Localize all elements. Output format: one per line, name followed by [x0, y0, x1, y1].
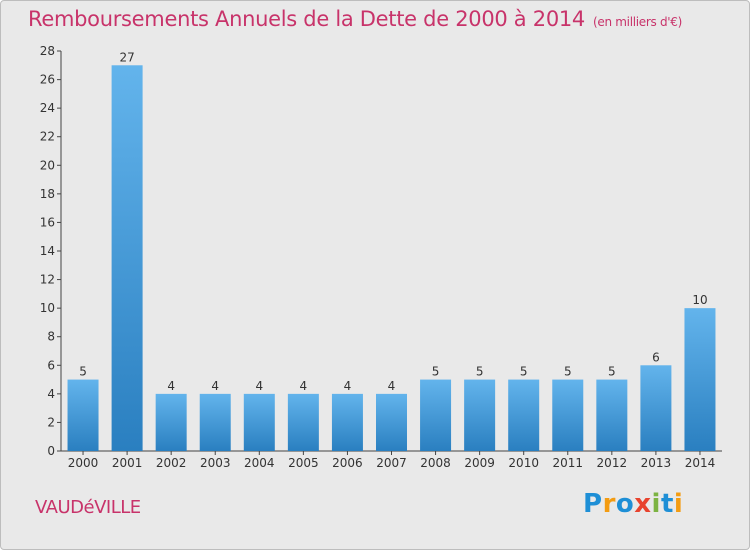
- y-tick-label: 10: [40, 301, 55, 315]
- bar: [376, 393, 407, 451]
- x-tick-label: 2004: [244, 456, 275, 470]
- bar: [243, 393, 275, 451]
- x-tick-label: 2007: [376, 456, 407, 470]
- y-tick-label: 12: [40, 273, 55, 287]
- bar: [684, 308, 716, 451]
- data-label: 4: [167, 379, 175, 393]
- data-label: 5: [79, 365, 87, 379]
- data-label: 4: [255, 379, 263, 393]
- bar: [287, 393, 319, 451]
- x-tick-label: 2005: [288, 456, 319, 470]
- x-tick-label: 2000: [68, 456, 99, 470]
- data-label: 5: [608, 365, 616, 379]
- y-tick-label: 20: [40, 158, 55, 172]
- y-tick-label: 24: [40, 101, 55, 115]
- x-tick-label: 2011: [552, 456, 583, 470]
- logo-letter: t: [660, 489, 674, 519]
- bar: [640, 365, 672, 451]
- y-tick-label: 8: [47, 330, 55, 344]
- x-tick-label: 2009: [464, 456, 495, 470]
- data-label: 5: [476, 365, 484, 379]
- x-tick-label: 2001: [112, 456, 143, 470]
- x-tick-label: 2003: [200, 456, 231, 470]
- chart-title: Remboursements Annuels de la Dette de 20…: [28, 7, 682, 31]
- x-tick-label: 2010: [508, 456, 539, 470]
- bar: [464, 379, 496, 451]
- data-label: 4: [300, 379, 308, 393]
- data-label: 10: [692, 293, 707, 307]
- y-tick-label: 22: [40, 130, 55, 144]
- y-tick-label: 0: [47, 444, 55, 458]
- logo-letter: P: [583, 489, 603, 519]
- logo-letter: i: [651, 489, 661, 519]
- data-label: 5: [520, 365, 528, 379]
- y-tick-label: 6: [47, 358, 55, 372]
- bar: [199, 393, 231, 451]
- x-tick-label: 2013: [641, 456, 672, 470]
- chart-title-main: Remboursements Annuels de la Dette de 20…: [28, 7, 585, 31]
- data-label: 5: [432, 365, 440, 379]
- y-tick-label: 16: [40, 215, 55, 229]
- bar: [111, 65, 143, 452]
- y-tick-label: 14: [40, 244, 55, 258]
- x-tick-label: 2006: [332, 456, 363, 470]
- data-label: 4: [211, 379, 219, 393]
- place-name: VAUDéVILLE: [35, 497, 141, 518]
- x-tick-label: 2012: [597, 456, 628, 470]
- y-tick-label: 26: [40, 73, 55, 87]
- data-label: 4: [344, 379, 352, 393]
- y-tick-label: 4: [47, 387, 55, 401]
- logo-letter: r: [602, 489, 616, 519]
- x-tick-label: 2002: [156, 456, 187, 470]
- logo-letter: o: [615, 489, 635, 519]
- bar: [552, 379, 584, 451]
- y-tick-label: 18: [40, 187, 55, 201]
- data-label: 5: [564, 365, 572, 379]
- bar: [596, 379, 628, 451]
- logo-letter: x: [634, 489, 652, 519]
- y-tick-label: 2: [47, 415, 55, 429]
- bar: [155, 393, 187, 451]
- x-tick-label: 2014: [685, 456, 716, 470]
- data-label: 6: [652, 350, 660, 364]
- bar: [67, 379, 99, 451]
- chart-title-unit: (en milliers d'€): [593, 15, 683, 29]
- data-label: 27: [119, 50, 134, 64]
- logo-letter: i: [673, 489, 684, 519]
- y-tick-label: 28: [40, 44, 55, 58]
- bar: [420, 379, 452, 451]
- bar: [508, 379, 540, 451]
- x-tick-label: 2008: [420, 456, 451, 470]
- data-label: 4: [388, 379, 396, 393]
- bar: [331, 393, 363, 451]
- proxiti-logo: Proxiti: [583, 489, 683, 519]
